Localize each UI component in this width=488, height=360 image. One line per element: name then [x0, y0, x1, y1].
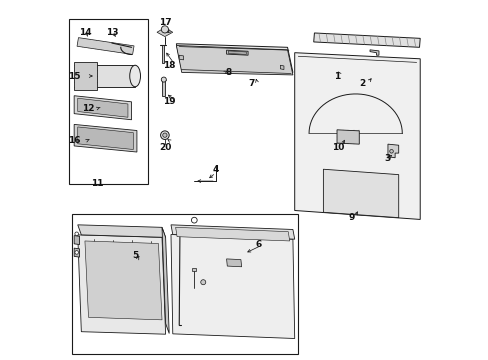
Polygon shape: [74, 96, 131, 120]
Bar: [162, 81, 165, 96]
Polygon shape: [85, 241, 162, 320]
Polygon shape: [74, 248, 80, 257]
Polygon shape: [176, 45, 292, 75]
Polygon shape: [179, 55, 183, 60]
Polygon shape: [336, 130, 359, 144]
Circle shape: [75, 232, 78, 235]
Polygon shape: [175, 227, 289, 241]
Text: 7: 7: [248, 79, 254, 88]
Polygon shape: [171, 225, 294, 239]
Polygon shape: [162, 227, 169, 333]
Text: 9: 9: [348, 213, 355, 222]
Polygon shape: [280, 65, 284, 69]
Text: 10: 10: [331, 143, 343, 152]
Polygon shape: [78, 127, 133, 149]
Circle shape: [201, 280, 205, 285]
Circle shape: [163, 133, 167, 137]
Polygon shape: [369, 50, 378, 55]
Text: 5: 5: [132, 251, 138, 260]
Text: 3: 3: [384, 154, 390, 163]
Circle shape: [389, 149, 392, 153]
Polygon shape: [176, 44, 292, 72]
Text: 17: 17: [159, 18, 172, 27]
Circle shape: [160, 131, 169, 139]
Polygon shape: [74, 125, 137, 152]
Text: 14: 14: [79, 28, 91, 37]
Polygon shape: [387, 144, 398, 158]
Bar: [69, 19, 147, 184]
Text: 18: 18: [163, 61, 175, 70]
Text: 1: 1: [333, 72, 340, 81]
Polygon shape: [226, 259, 241, 267]
Text: 15: 15: [68, 72, 80, 81]
Polygon shape: [171, 234, 294, 338]
Text: 8: 8: [225, 68, 231, 77]
Polygon shape: [74, 62, 97, 90]
Bar: [162, 45, 164, 63]
Polygon shape: [226, 50, 247, 55]
Polygon shape: [313, 33, 419, 47]
Circle shape: [75, 251, 78, 254]
Circle shape: [161, 26, 168, 33]
Polygon shape: [78, 98, 128, 117]
Polygon shape: [294, 53, 419, 220]
Text: 4: 4: [212, 165, 219, 174]
Text: 19: 19: [163, 96, 175, 105]
Text: 13: 13: [105, 28, 118, 37]
Circle shape: [161, 77, 166, 82]
Text: 16: 16: [68, 136, 80, 145]
Polygon shape: [74, 235, 80, 244]
Text: 12: 12: [82, 104, 95, 113]
Polygon shape: [88, 65, 135, 87]
Ellipse shape: [129, 65, 140, 87]
Polygon shape: [77, 38, 134, 54]
Polygon shape: [157, 28, 172, 37]
Polygon shape: [78, 235, 165, 334]
Text: 6: 6: [255, 240, 262, 249]
Polygon shape: [228, 51, 246, 54]
Polygon shape: [323, 169, 398, 218]
Text: 20: 20: [159, 143, 171, 152]
Circle shape: [191, 217, 197, 223]
Polygon shape: [78, 225, 165, 237]
Text: 11: 11: [91, 179, 103, 188]
Bar: [72, 214, 297, 354]
Text: 2: 2: [359, 79, 365, 88]
Bar: [192, 268, 196, 271]
